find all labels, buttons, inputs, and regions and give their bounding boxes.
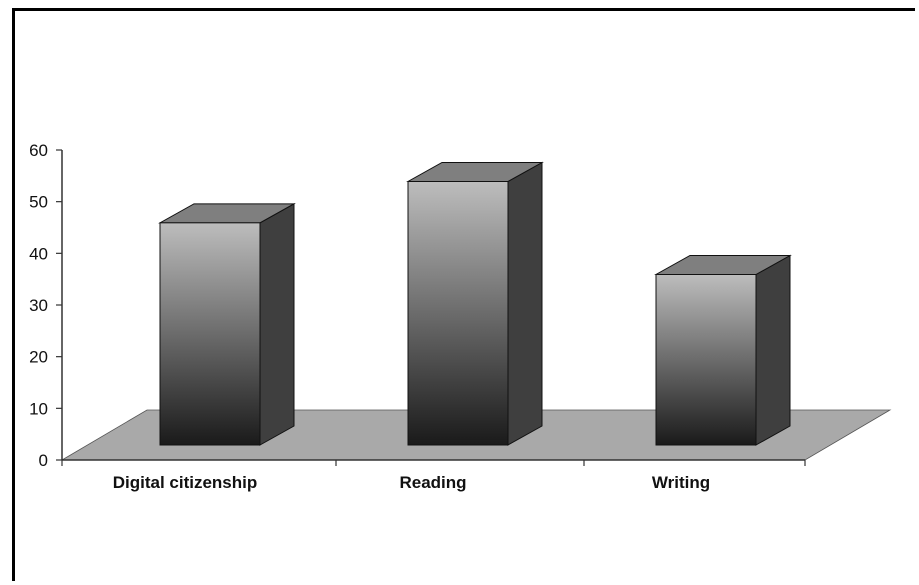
bar <box>158 202 296 446</box>
bar-side <box>755 254 791 446</box>
axes: 0 10 20 30 40 50 60 <box>29 141 806 470</box>
bar-side <box>507 161 543 446</box>
chart-frame <box>12 8 915 581</box>
bars <box>158 161 792 446</box>
bar-side <box>259 202 295 446</box>
labels: Digital citizenship Reading Writing <box>113 473 710 492</box>
bar <box>406 161 544 446</box>
y-tick-label: 50 <box>29 193 48 212</box>
y-tick-label: 30 <box>29 296 48 315</box>
bar <box>654 254 792 446</box>
y-tick-label: 60 <box>29 141 48 160</box>
category-label: Reading <box>399 473 466 492</box>
bar-front <box>407 181 509 446</box>
category-label: Writing <box>652 473 710 492</box>
y-tick-label: 10 <box>29 399 48 418</box>
bar-front <box>159 222 261 446</box>
y-tick-label: 40 <box>29 244 48 263</box>
y-tick-label: 0 <box>39 451 48 470</box>
category-label: Digital citizenship <box>113 473 258 492</box>
y-tick-label: 20 <box>29 348 48 367</box>
bar-front <box>655 274 757 446</box>
